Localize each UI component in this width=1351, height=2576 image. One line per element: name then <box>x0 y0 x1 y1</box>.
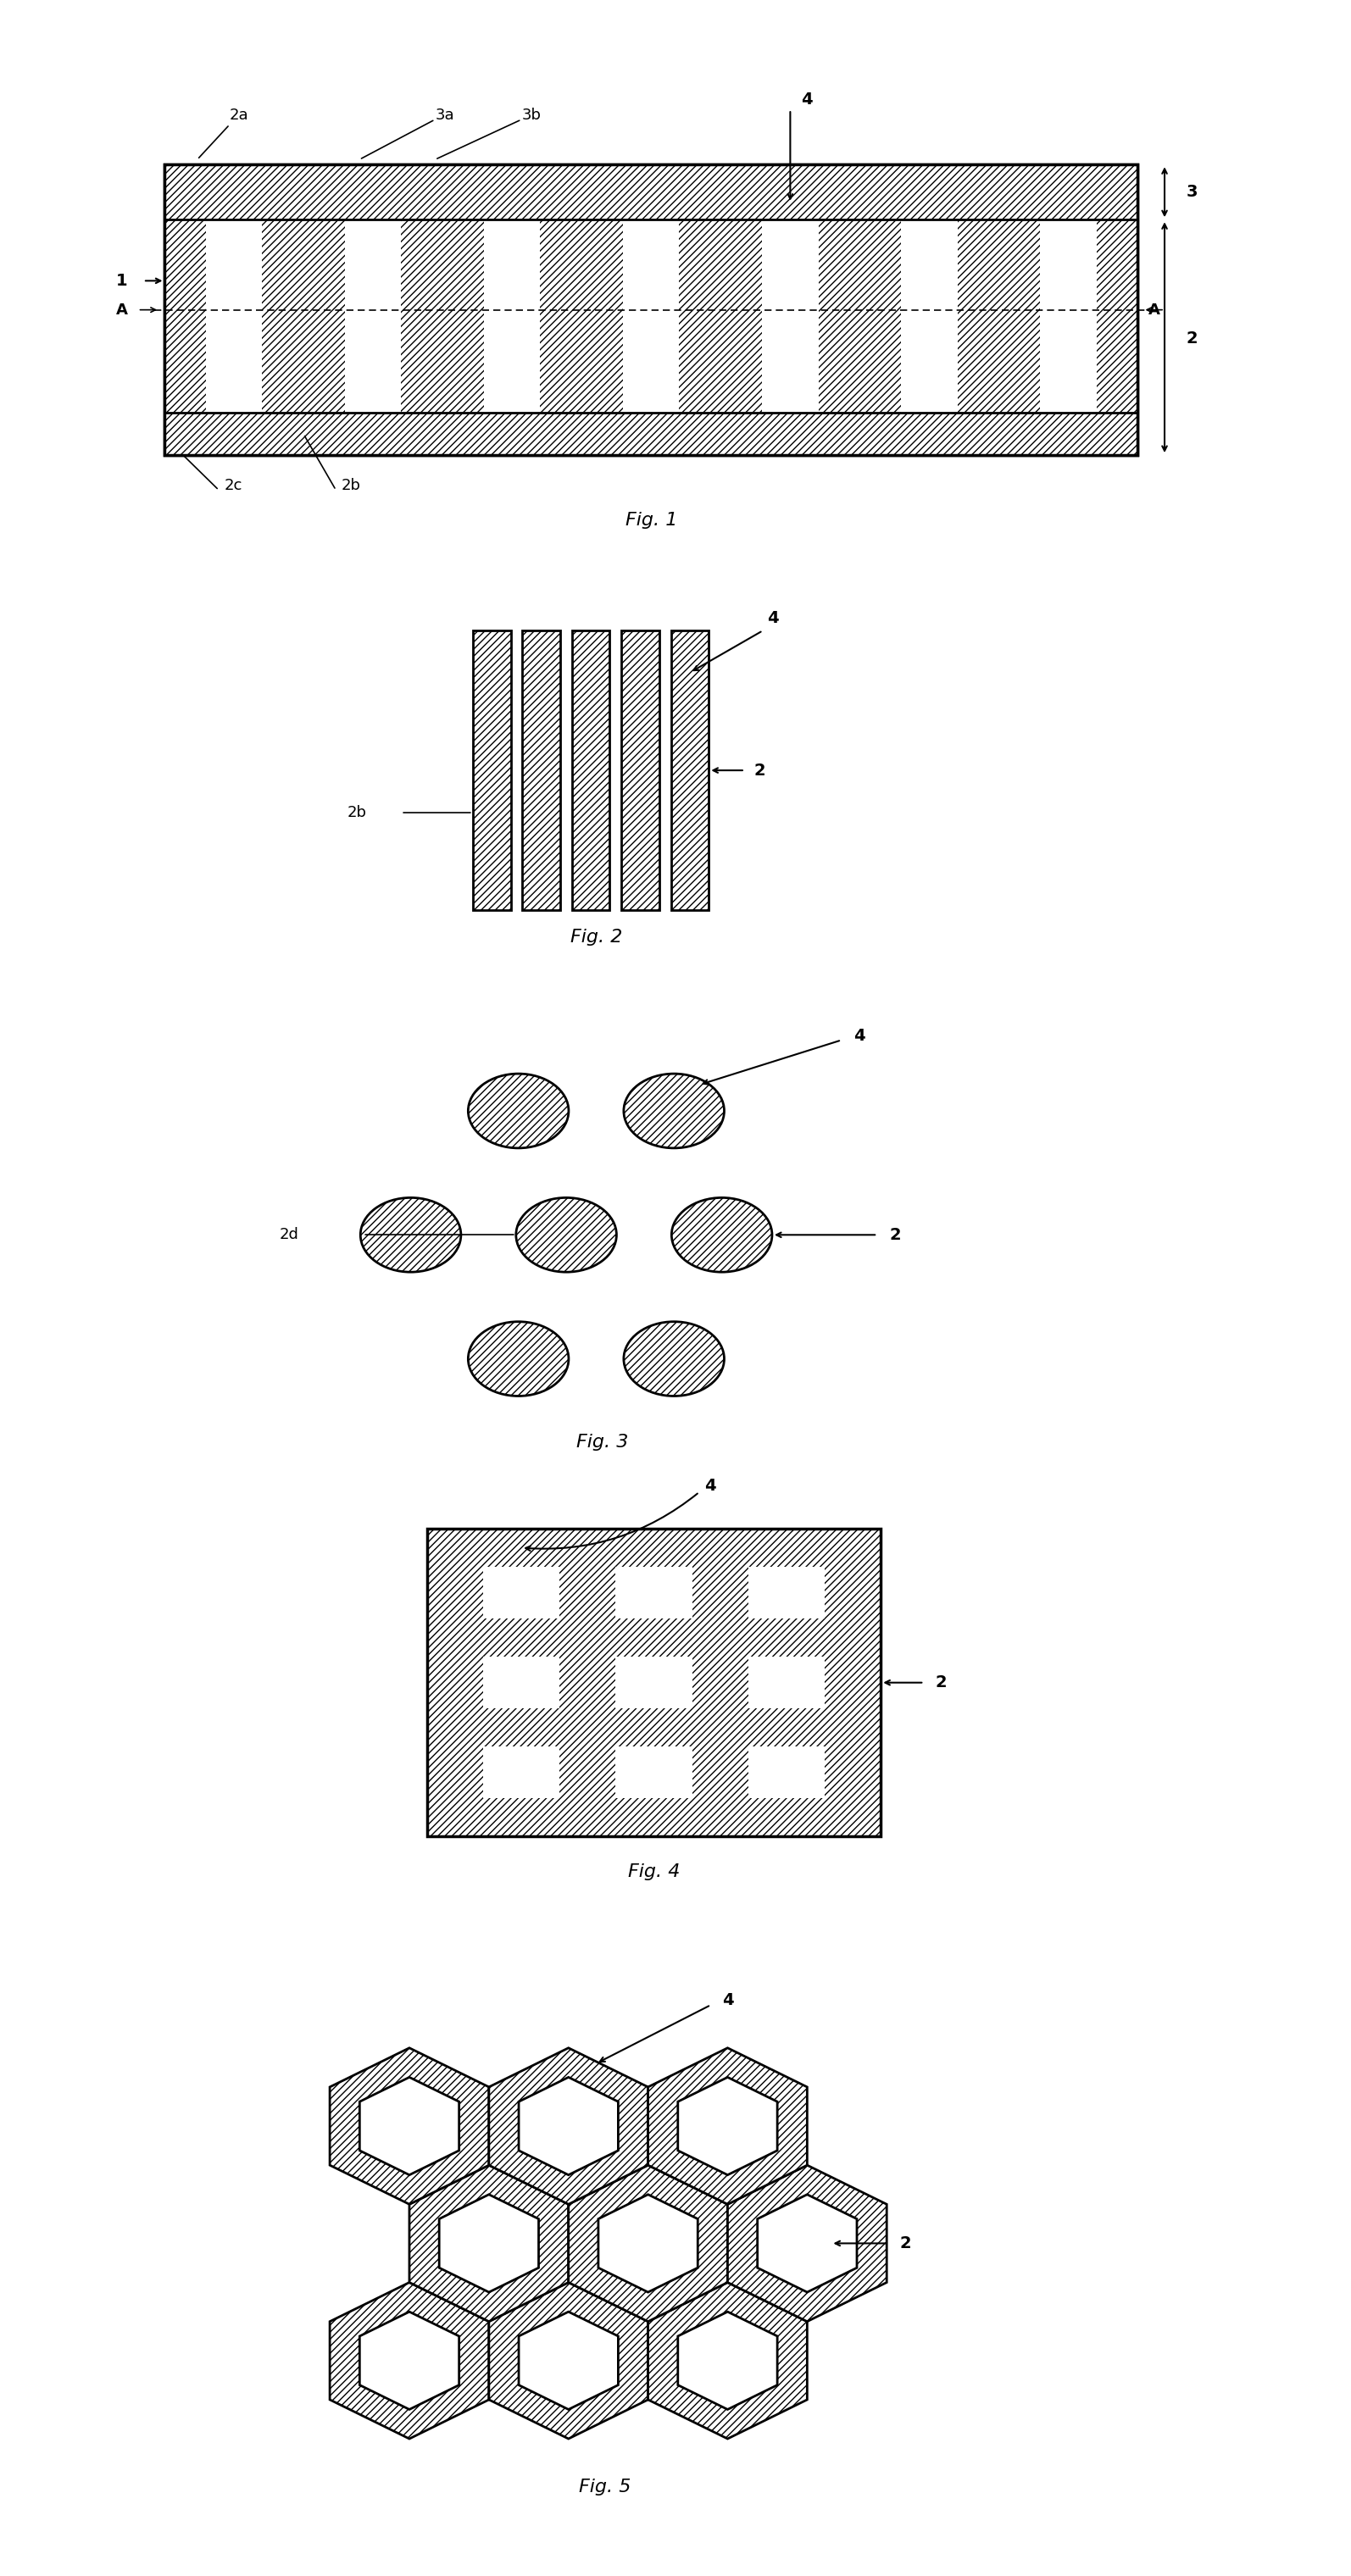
Text: Fig. 5: Fig. 5 <box>578 2478 631 2496</box>
Bar <box>345 222 401 412</box>
Bar <box>616 1747 692 1798</box>
Polygon shape <box>678 2311 777 2409</box>
Bar <box>623 222 680 412</box>
Bar <box>621 631 659 909</box>
Bar <box>616 1656 692 1708</box>
Ellipse shape <box>516 1198 616 1273</box>
Polygon shape <box>489 2282 648 2439</box>
Text: Fig. 3: Fig. 3 <box>576 1435 628 1450</box>
Bar <box>671 631 709 909</box>
Text: A: A <box>1148 301 1161 317</box>
Bar <box>165 165 1138 456</box>
Bar <box>571 631 609 909</box>
Polygon shape <box>648 2282 807 2439</box>
Ellipse shape <box>671 1198 771 1273</box>
Ellipse shape <box>361 1198 461 1273</box>
Bar <box>523 631 561 909</box>
Bar <box>165 219 205 412</box>
Bar <box>484 1656 559 1708</box>
Text: 2: 2 <box>900 2236 912 2251</box>
Bar <box>819 219 901 412</box>
Text: Fig. 4: Fig. 4 <box>628 1862 680 1880</box>
Bar <box>484 222 540 412</box>
Text: 2: 2 <box>889 1226 901 1244</box>
Polygon shape <box>439 2195 539 2293</box>
Bar <box>540 219 623 412</box>
Text: 2c: 2c <box>224 479 242 495</box>
Bar <box>748 1566 824 1618</box>
Polygon shape <box>728 2166 886 2321</box>
Ellipse shape <box>624 1321 724 1396</box>
Polygon shape <box>569 2166 728 2321</box>
Polygon shape <box>598 2195 697 2293</box>
Polygon shape <box>519 2311 619 2409</box>
Polygon shape <box>330 2048 489 2205</box>
Ellipse shape <box>469 1321 569 1396</box>
Text: 4: 4 <box>801 93 812 108</box>
Ellipse shape <box>624 1074 724 1149</box>
Polygon shape <box>678 2076 777 2174</box>
Bar <box>680 219 762 412</box>
Bar <box>165 165 1138 219</box>
Bar <box>165 165 1138 456</box>
Ellipse shape <box>469 1074 569 1149</box>
Polygon shape <box>330 2282 489 2439</box>
Text: 3a: 3a <box>435 108 454 124</box>
Text: A: A <box>116 301 128 317</box>
Bar <box>401 219 484 412</box>
Bar <box>1040 222 1097 412</box>
Text: 2: 2 <box>935 1674 947 1690</box>
Bar <box>166 219 1136 412</box>
Polygon shape <box>359 2076 459 2174</box>
Bar <box>748 1656 824 1708</box>
Bar <box>473 631 511 909</box>
Polygon shape <box>409 2166 569 2321</box>
Bar <box>205 222 262 412</box>
Bar <box>165 412 1138 456</box>
Text: 4: 4 <box>767 611 780 626</box>
Bar <box>762 222 819 412</box>
Text: 2: 2 <box>1186 330 1198 348</box>
Bar <box>958 219 1040 412</box>
Text: 4: 4 <box>705 1479 716 1494</box>
Polygon shape <box>489 2048 648 2205</box>
Bar <box>165 412 1138 456</box>
Text: Fig. 1: Fig. 1 <box>626 513 677 528</box>
Text: 2d: 2d <box>280 1226 299 1242</box>
Text: 3b: 3b <box>521 108 540 124</box>
Text: Fig. 2: Fig. 2 <box>570 927 623 945</box>
Bar <box>748 1747 824 1798</box>
Text: 2a: 2a <box>230 108 249 124</box>
Bar <box>484 1566 559 1618</box>
Text: 4: 4 <box>854 1028 865 1043</box>
Text: 2: 2 <box>754 762 766 778</box>
Bar <box>427 1528 881 1837</box>
Polygon shape <box>359 2311 459 2409</box>
Text: 2b: 2b <box>347 804 366 819</box>
Text: 3: 3 <box>1186 183 1197 201</box>
Bar <box>165 165 1138 219</box>
Bar <box>262 219 345 412</box>
Text: 1: 1 <box>116 273 128 289</box>
Bar <box>616 1566 692 1618</box>
Bar <box>1097 219 1138 412</box>
Text: 4: 4 <box>723 1991 734 2009</box>
Polygon shape <box>648 2048 807 2205</box>
Text: 2b: 2b <box>342 479 361 495</box>
Polygon shape <box>758 2195 857 2293</box>
Bar <box>484 1747 559 1798</box>
Bar <box>901 222 958 412</box>
Polygon shape <box>519 2076 619 2174</box>
